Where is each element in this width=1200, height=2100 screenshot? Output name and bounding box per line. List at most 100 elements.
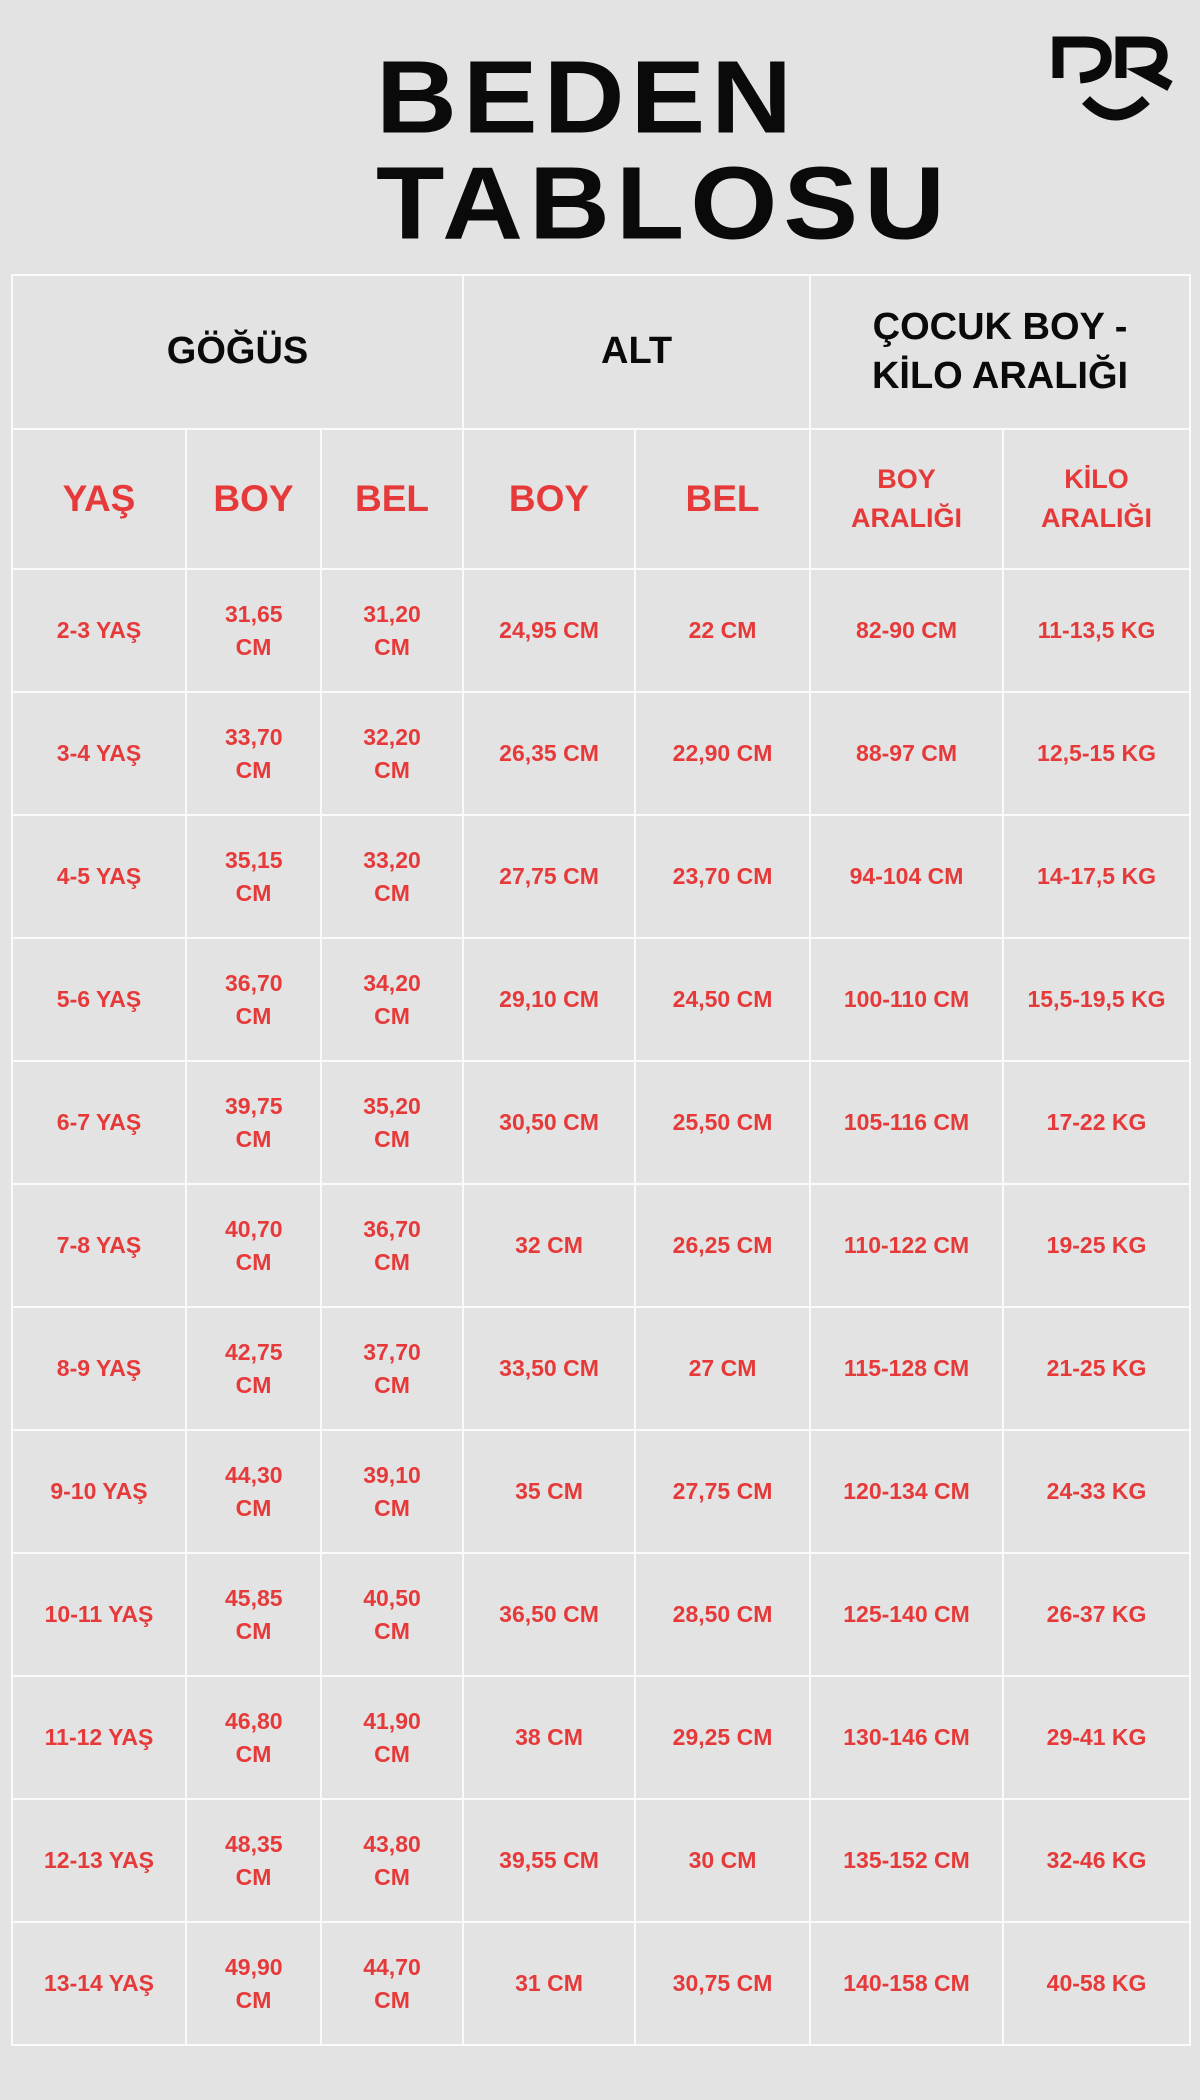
table-cell: 36,70 CM [185,937,322,1062]
table-cell: 49,90 CM [185,1921,322,2046]
table-cell: 37,70 CM [319,1306,465,1431]
table-cell: 88-97 CM [809,691,1005,816]
table-cell: 11-12 YAŞ [11,1675,187,1800]
table-cell: 5-6 YAŞ [11,937,187,1062]
table-cell: 26-37 KG [1002,1552,1192,1677]
pr-smile-logo-icon [1052,36,1173,121]
table-cell: 82-90 CM [809,568,1005,693]
table-cell: 130-146 CM [809,1675,1005,1800]
table-cell: 4-5 YAŞ [11,814,187,939]
table-row: 9-10 YAŞ 44,30 CM 39,10 CM 35 CM 27,75 CM 120… [11,1429,1192,1554]
table-row: 7-8 YAŞ 40,70 CM 36,70 CM 32 CM 26,25 CM 110-… [11,1183,1192,1308]
table-cell: 24,95 CM [462,568,637,693]
table-cell: 94-104 CM [809,814,1005,939]
table-cell: 10-11 YAŞ [11,1552,187,1677]
table-cell: 39,55 CM [462,1798,637,1923]
table-cell: 24-33 KG [1002,1429,1192,1554]
table-cell: 29-41 KG [1002,1675,1192,1800]
group-header-cocuk-boy-kilo: ÇOCUK BOY - KİLO ARALIĞI [809,274,1192,430]
table-cell: 140-158 CM [809,1921,1005,2046]
table-cell: 25,50 CM [634,1060,812,1185]
table-cell: 32-46 KG [1002,1798,1192,1923]
size-chart-table: GÖĞÜS ALT ÇOCUK BOY - KİLO ARALIĞI YAŞ BO… [10,274,1192,2046]
table-cell: 44,30 CM [185,1429,322,1554]
table-cell: 28,50 CM [634,1552,812,1677]
table-cell: 24,50 CM [634,937,812,1062]
table-cell: 40-58 KG [1002,1921,1192,2046]
table-cell: 13-14 YAŞ [11,1921,187,2046]
table-cell: 26,25 CM [634,1183,812,1308]
table-cell: 27 CM [634,1306,812,1431]
table-cell: 15,5-19,5 KG [1002,937,1192,1062]
column-header: BOY ARALIĞI [809,428,1005,570]
table-cell: 115-128 CM [809,1306,1005,1431]
table-cell: 12,5-15 KG [1002,691,1192,816]
table-row: 3-4 YAŞ 33,70 CM 32,20 CM 26,35 CM 22,90 CM 8… [11,691,1192,816]
table-cell: 21-25 KG [1002,1306,1192,1431]
table-cell: 8-9 YAŞ [11,1306,187,1431]
table-cell: 100-110 CM [809,937,1005,1062]
title-line-1: BEDEN [376,39,799,155]
table-cell: 30,50 CM [462,1060,637,1185]
table-cell: 6-7 YAŞ [11,1060,187,1185]
table-row: 12-13 YAŞ 48,35 CM 43,80 CM 39,55 CM 30 CM 13… [11,1798,1192,1923]
column-header: BOY [185,428,322,570]
column-header: YAŞ [11,428,187,570]
table-cell: 26,35 CM [462,691,637,816]
table-cell: 41,90 CM [319,1675,465,1800]
table-cell: 34,20 CM [319,937,465,1062]
table-cell: 7-8 YAŞ [11,1183,187,1308]
table-cell: 35 CM [462,1429,637,1554]
group-header-row: GÖĞÜS ALT ÇOCUK BOY - KİLO ARALIĞI [10,274,1192,430]
table-cell: 43,80 CM [319,1798,465,1923]
table-cell: 33,70 CM [185,691,322,816]
column-header: BEL [634,428,812,570]
group-header-gogus: GÖĞÜS [10,274,465,430]
table-row: 8-9 YAŞ 42,75 CM 37,70 CM 33,50 CM 27 CM 115-… [11,1306,1192,1431]
table-cell: 35,20 CM [319,1060,465,1185]
table-row: 2-3 YAŞ 31,65 CM 31,20 CM 24,95 CM 22 CM 82-9… [11,568,1192,693]
table-cell: 40,50 CM [319,1552,465,1677]
table-cell: 48,35 CM [185,1798,322,1923]
table-cell: 39,75 CM [185,1060,322,1185]
table-cell: 31 CM [462,1921,637,2046]
table-cell: 29,10 CM [462,937,637,1062]
table-cell: 33,20 CM [319,814,465,939]
table-cell: 22,90 CM [634,691,812,816]
table-cell: 35,15 CM [185,814,322,939]
table-cell: 30 CM [634,1798,812,1923]
table-cell: 2-3 YAŞ [11,568,187,693]
table-cell: 45,85 CM [185,1552,322,1677]
table-cell: 27,75 CM [462,814,637,939]
table-row: 4-5 YAŞ 35,15 CM 33,20 CM 27,75 CM 23,70 CM 9… [11,814,1192,939]
table-cell: 11-13,5 KG [1002,568,1192,693]
table-cell: 31,20 CM [319,568,465,693]
table-cell: 33,50 CM [462,1306,637,1431]
title-line-2: TABLOSU [376,145,951,261]
table-cell: 22 CM [634,568,812,693]
table-cell: 9-10 YAŞ [11,1429,187,1554]
table-cell: 44,70 CM [319,1921,465,2046]
table-cell: 30,75 CM [634,1921,812,2046]
table-cell: 23,70 CM [634,814,812,939]
table-row: 5-6 YAŞ 36,70 CM 34,20 CM 29,10 CM 24,50 CM 1… [11,937,1192,1062]
group-header-alt: ALT [462,274,812,430]
table-cell: 125-140 CM [809,1552,1005,1677]
table-cell: 29,25 CM [634,1675,812,1800]
table-cell: 110-122 CM [809,1183,1005,1308]
table-cell: 46,80 CM [185,1675,322,1800]
column-header: BOY [462,428,637,570]
column-header-row: YAŞ BOY BEL BOY BEL BOY ARALIĞI KİLO ARALIĞI [11,428,1192,570]
table-cell: 42,75 CM [185,1306,322,1431]
table-cell: 32 CM [462,1183,637,1308]
table-cell: 36,50 CM [462,1552,637,1677]
column-header: BEL [319,428,465,570]
table-cell: 3-4 YAŞ [11,691,187,816]
table-cell: 36,70 CM [319,1183,465,1308]
table-cell: 12-13 YAŞ [11,1798,187,1923]
table-cell: 27,75 CM [634,1429,812,1554]
table-row: 11-12 YAŞ 46,80 CM 41,90 CM 38 CM 29,25 CM 13… [11,1675,1192,1800]
column-header: KİLO ARALIĞI [1002,428,1192,570]
table-cell: 19-25 KG [1002,1183,1192,1308]
table-row: 13-14 YAŞ 49,90 CM 44,70 CM 31 CM 30,75 CM 14… [11,1921,1192,2046]
